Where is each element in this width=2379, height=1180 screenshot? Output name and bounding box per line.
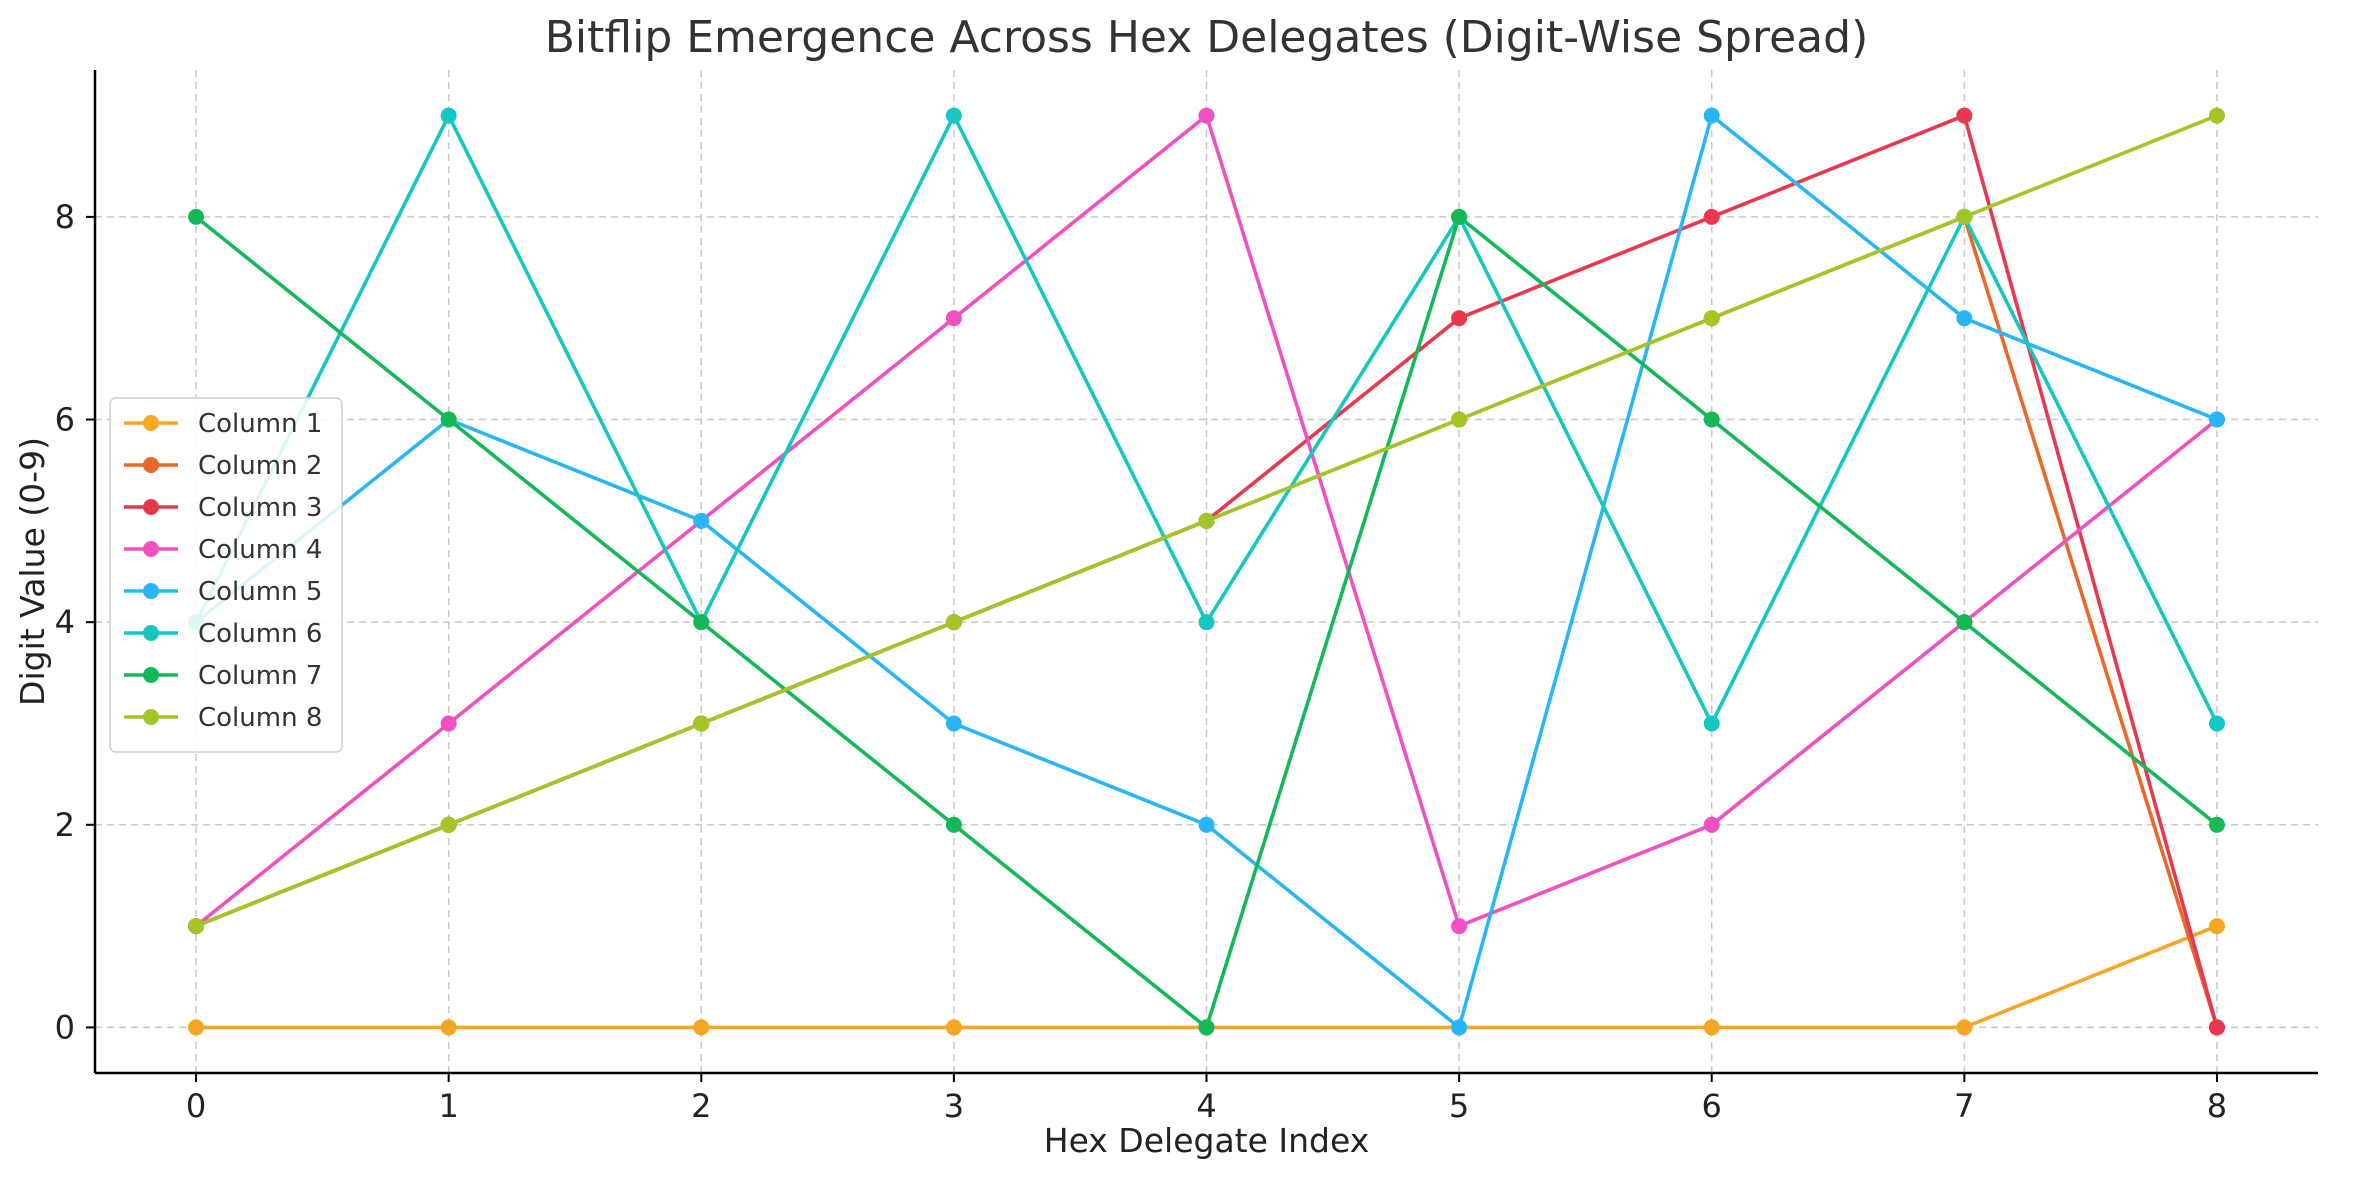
data-point [188,208,205,225]
legend-swatch-marker [143,415,159,431]
data-point [1451,918,1468,935]
data-point [1198,614,1215,631]
data-point [1703,715,1720,732]
series-5 [188,107,2225,1036]
data-point [945,614,962,631]
legend-box [109,397,343,753]
legend-item: Column 6 [124,619,322,649]
legend-label: Column 3 [198,493,322,523]
data-point [1451,1019,1468,1036]
legend-swatch-marker [143,625,159,641]
y-tick-label: 0 [55,1008,75,1046]
legend-label: Column 7 [198,661,322,691]
series-lines [188,107,2225,1036]
legend-item: Column 7 [124,661,322,691]
data-point [1198,512,1215,529]
legend: Column 1 Column 2 Column 3 Column 4 Column 5… [109,397,343,753]
data-point [2208,1019,2225,1036]
data-point [1956,208,1973,225]
data-point [693,715,710,732]
legend-label: Column 4 [198,535,322,565]
legend-swatch-marker [143,667,159,683]
legend-swatch-marker [143,541,159,557]
data-point [2208,107,2225,124]
data-point [1198,1019,1215,1036]
data-point [440,1019,457,1036]
data-point [945,310,962,327]
data-point [1451,208,1468,225]
data-point [1956,1019,1973,1036]
legend-item: Column 4 [124,535,322,565]
chart-title: Bitflip Emergence Across Hex Delegates (… [545,12,1869,63]
data-point [693,1019,710,1036]
grid [95,70,2318,1073]
x-tick-label: 1 [438,1087,458,1125]
x-axis-title: Hex Delegate Index [1044,1121,1370,1160]
legend-item: Column 8 [124,703,322,733]
series-7 [188,208,2225,1036]
data-point [188,1019,205,1036]
x-tick-label: 8 [2207,1087,2227,1125]
data-point [945,715,962,732]
legend-swatch-marker [143,499,159,515]
data-point [440,411,457,428]
data-point [1703,1019,1720,1036]
legend-label: Column 5 [198,577,322,607]
data-point [945,107,962,124]
data-point [440,816,457,833]
legend-item: Column 1 [124,409,322,439]
data-point [693,614,710,631]
data-point [188,918,205,935]
data-point [1703,310,1720,327]
x-tick-label: 5 [1449,1087,1469,1125]
data-point [1703,208,1720,225]
data-point [1956,310,1973,327]
data-point [1451,310,1468,327]
x-tick-label: 4 [1196,1087,1216,1125]
data-point [2208,918,2225,935]
legend-label: Column 2 [198,451,322,481]
x-tick-label: 7 [1954,1087,1974,1125]
y-axis-title: Digit Value (0-9) [13,437,52,706]
data-point [2208,411,2225,428]
series-8 [188,107,2225,935]
legend-label: Column 6 [198,619,322,649]
data-point [1956,107,1973,124]
data-point [1198,816,1215,833]
data-point [1703,411,1720,428]
data-point [2208,816,2225,833]
data-point [1703,816,1720,833]
data-point [1451,411,1468,428]
y-tick-label: 8 [55,198,75,236]
legend-label: Column 8 [198,703,322,733]
data-point [1198,107,1215,124]
y-tick-label: 2 [55,806,75,844]
data-point [2208,715,2225,732]
legend-swatch-marker [143,457,159,473]
legend-swatch-marker [143,709,159,725]
data-point [945,816,962,833]
data-point [1703,107,1720,124]
data-point [693,512,710,529]
data-point [1956,614,1973,631]
legend-item: Column 2 [124,451,322,481]
x-tick-label: 0 [186,1087,206,1125]
x-tick-label: 6 [1702,1087,1722,1125]
data-point [945,1019,962,1036]
y-tick-label: 6 [55,401,75,439]
legend-item: Column 5 [124,577,322,607]
legend-label: Column 1 [198,409,322,439]
data-point [440,107,457,124]
y-tick-label: 4 [55,603,75,641]
legend-swatch-marker [143,583,159,599]
series-3 [188,107,2225,1036]
data-point [440,715,457,732]
x-tick-label: 3 [944,1087,964,1125]
x-tick-label: 2 [691,1087,711,1125]
legend-item: Column 3 [124,493,322,523]
axes: 0 1 2 3 4 5 6 7 8 0 2 4 6 8 [55,70,2318,1125]
